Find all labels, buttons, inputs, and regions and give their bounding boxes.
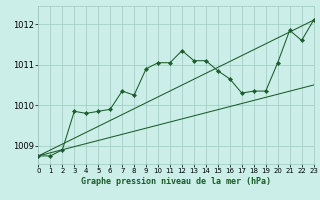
X-axis label: Graphe pression niveau de la mer (hPa): Graphe pression niveau de la mer (hPa) <box>81 177 271 186</box>
